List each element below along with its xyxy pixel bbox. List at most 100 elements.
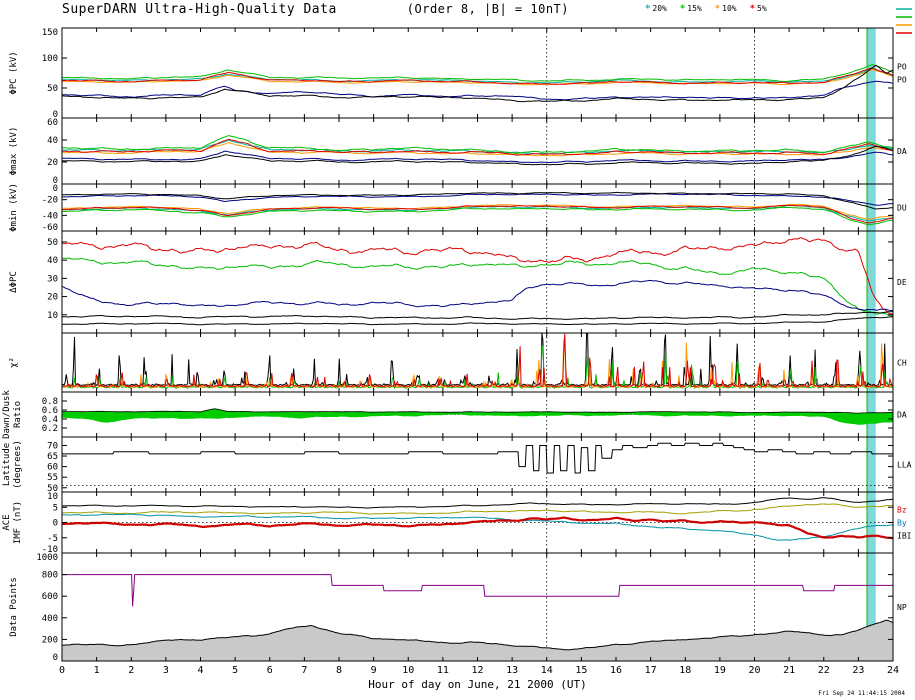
page-subtitle: (Order 8, |B| = 10nT) <box>406 2 569 16</box>
legend-item-10%: * 10% <box>715 4 737 13</box>
ylabel-phi_pc: ΦPC (kV) <box>9 51 19 94</box>
xtick-label: 13 <box>506 665 518 676</box>
xtick-label: 7 <box>301 665 307 676</box>
series-np-used-fill <box>62 620 893 661</box>
series-min-blue <box>62 193 893 206</box>
xtick-label: 4 <box>197 665 203 676</box>
xtick-label: 23 <box>852 665 864 676</box>
ytick-label: 0 <box>53 184 58 194</box>
ytick-label: 0 <box>53 519 58 529</box>
series-potential-5pct <box>62 67 893 85</box>
series-imf-bx <box>62 503 893 515</box>
ytick-label: 1000 <box>36 553 58 563</box>
xtick-label: 14 <box>541 665 553 676</box>
series-potential-20pct <box>62 68 893 84</box>
right-label: By <box>897 519 907 528</box>
ytick-label: 20 <box>47 293 58 303</box>
xtick-label: 9 <box>371 665 377 676</box>
legend-marker-icon: * <box>749 3 756 14</box>
series-imf-btotal <box>62 497 893 509</box>
xtick-label: 8 <box>336 665 342 676</box>
ytick-label: 50 <box>47 84 58 94</box>
xtick-label: 1 <box>94 665 100 676</box>
ylabel-ace_imf: ACE <box>2 514 12 530</box>
ytick-label: 0.8 <box>42 397 58 407</box>
series-imf-bz <box>62 516 893 540</box>
xtick-label: 10 <box>402 665 414 676</box>
title-bar: SuperDARN Ultra-High-Quality Data (Order … <box>62 2 569 17</box>
legend: * 20% * 15% * 10% * 5% <box>645 4 767 13</box>
series-max-black <box>62 146 893 166</box>
panel-ratio: 0.20.40.60.8 Dawn/Dusk Ratio DA <box>2 390 907 439</box>
ytick-label: 60 <box>47 463 58 473</box>
ylabel-phi_max: Φmax (kV) <box>9 127 19 176</box>
ylabel-data_points: Data Points <box>9 577 19 637</box>
series-dphi-blue <box>62 279 893 312</box>
right-label: PO <box>897 76 907 85</box>
ytick-label: 40 <box>47 136 58 146</box>
legend-label: 5% <box>757 4 767 13</box>
series-np-available <box>62 574 893 607</box>
ylabel-ace_imf: IMF (nT) <box>13 501 23 544</box>
right-label: DA <box>897 411 907 420</box>
legend-marker-icon: * <box>714 3 721 14</box>
ytick-label: 600 <box>42 592 58 602</box>
right-label: DE <box>897 278 907 287</box>
xtick-label: 19 <box>714 665 726 676</box>
ylabel-ratio: Dawn/Dusk <box>2 390 12 439</box>
ytick-label: 0.4 <box>42 415 58 425</box>
xtick-label: 16 <box>610 665 622 676</box>
series-potential-15pct <box>62 63 893 83</box>
xtick-label: 5 <box>232 665 238 676</box>
xtick-label: 22 <box>818 665 830 676</box>
right-label: DU <box>897 204 907 213</box>
ytick-label: -10 <box>42 545 58 555</box>
legend-marker-icon: * <box>679 3 686 14</box>
panel-data_points: 0 200 400 600 800 1000 Data Points NP <box>9 552 907 663</box>
ytick-label: 60 <box>47 118 58 128</box>
panel-phi_pc: 0 50 100 150 ΦPC (kV) PO PO <box>9 27 907 120</box>
ytick-label: 50 <box>47 238 58 248</box>
legend-label: 10% <box>722 4 737 13</box>
highlight-band <box>867 333 876 392</box>
ytick-label: 0 <box>53 110 58 120</box>
xtick-label: 18 <box>679 665 691 676</box>
right-label: PO <box>897 63 907 72</box>
ylabel-dphi_pc: ΔΦPC <box>9 271 19 293</box>
panel-dphi_pc: 10 20 30 40 50 ΔΦPC DE <box>9 230 907 334</box>
page-title: SuperDARN Ultra-High-Quality Data <box>62 2 337 17</box>
ylabel-chi2: χ² <box>9 357 19 368</box>
ytick-label: 0 <box>53 653 58 663</box>
right-label: IBI <box>897 532 912 541</box>
legend-item-20%: * 20% <box>645 4 667 13</box>
timestamp: Fri Sep 24 11:44:15 2004 <box>818 690 905 697</box>
ytick-label: 50 <box>47 484 58 494</box>
xtick-label: 2 <box>128 665 134 676</box>
series-min-black <box>62 191 893 210</box>
xtick-label: 11 <box>437 665 449 676</box>
series-dphi-black-upper <box>62 311 893 320</box>
panel-chi2: χ² CH <box>9 332 907 393</box>
series-min-5pct <box>62 204 893 224</box>
right-label: DA <box>897 147 907 156</box>
legend-marker-icon: * <box>645 3 651 14</box>
series-max-blue <box>62 150 893 163</box>
ytick-label: 70 <box>47 441 58 451</box>
ytick-label: 0.2 <box>42 424 58 434</box>
ytick-label: 10 <box>47 311 58 321</box>
ytick-label: -40 <box>42 211 58 221</box>
series-ratio-band <box>62 408 893 425</box>
ytick-label: 65 <box>47 452 58 462</box>
xtick-label: 3 <box>163 665 169 676</box>
series-chi2-black <box>62 333 893 387</box>
ylabel-latitude: (degrees) <box>13 440 23 489</box>
xtick-label: 0 <box>59 665 65 676</box>
ytick-label: 55 <box>47 473 58 483</box>
ylabel-phi_min: Φmin (kV) <box>9 183 19 232</box>
legend-item-5%: * 5% <box>750 4 767 13</box>
ytick-label: 100 <box>42 54 58 64</box>
ytick-label: 400 <box>42 614 58 624</box>
right-label: CH <box>897 359 907 368</box>
panel-ace_imf: -10-5 0 510 ACE IMF (nT) Bz By IBI <box>2 491 912 555</box>
